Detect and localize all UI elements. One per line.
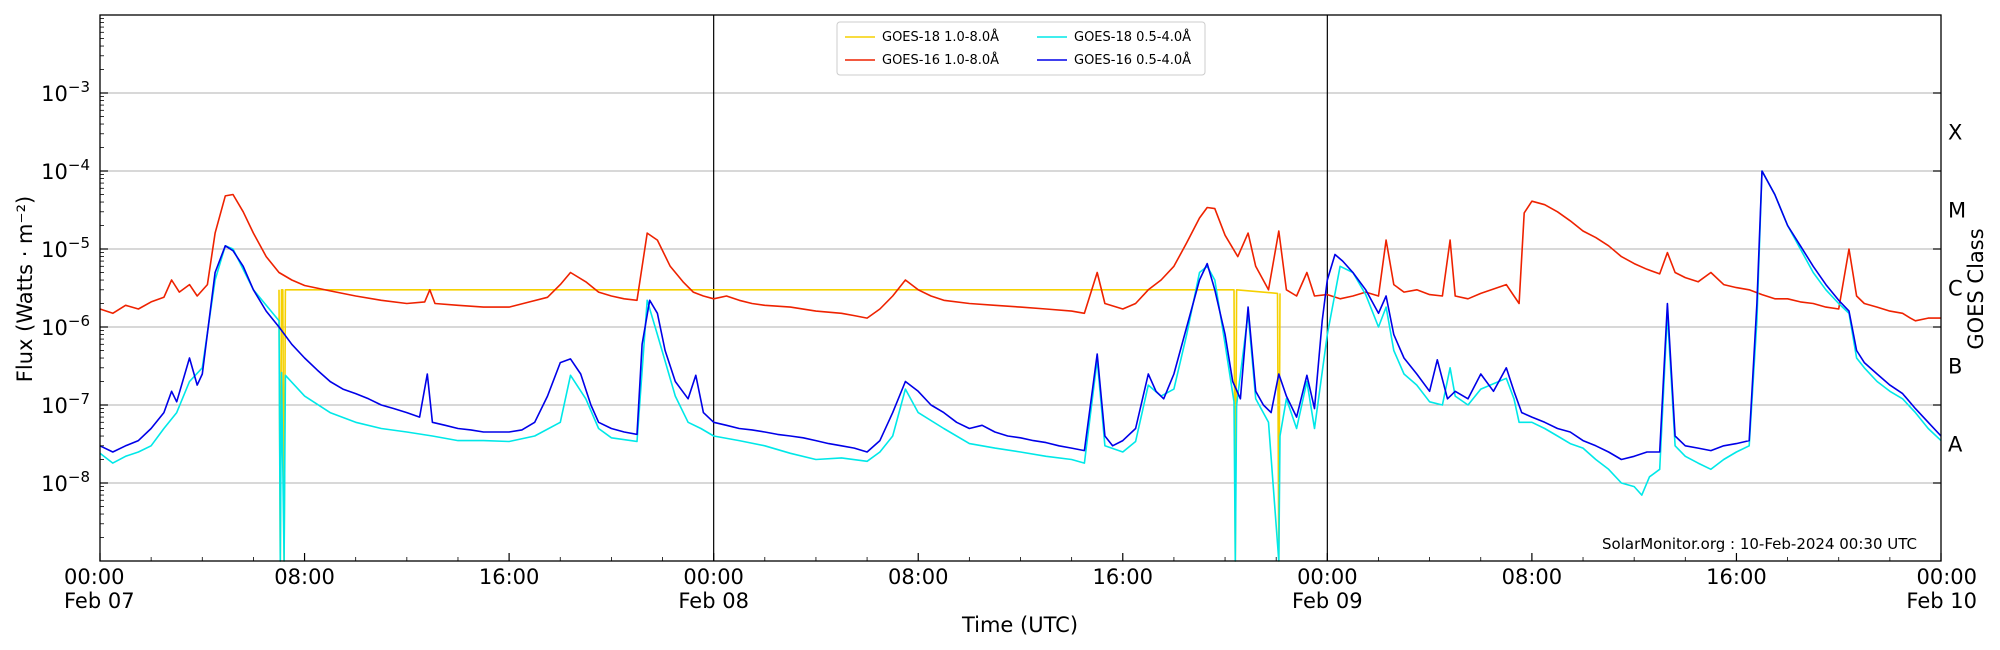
series-line-goes-18-1-0-8-0- <box>278 289 1281 562</box>
legend-label-goes18-short: GOES-18 0.5-4.0Å <box>1074 29 1191 45</box>
x-tick-label: 08:00 <box>888 565 949 589</box>
series-lines <box>99 170 1942 562</box>
y-axis-ticks: 10−8 10−7 10−6 10−5 10−4 10−3 <box>41 18 1941 538</box>
x-tick-label: 16:00 <box>1093 565 1154 589</box>
x-tick-label: 08:00 <box>274 565 335 589</box>
x-tick-label: 00:00 <box>683 565 744 589</box>
goes-class-label: X <box>1948 121 1962 145</box>
x-tick-date-label: Feb 07 <box>64 589 135 613</box>
x-tick-label: 16:00 <box>479 565 540 589</box>
x-tick-label: 00:00 <box>64 565 125 589</box>
y-tick-label: 10−4 <box>41 156 90 184</box>
x-tick-label: 16:00 <box>1706 565 1767 589</box>
goes-class-label: M <box>1948 199 1966 223</box>
day-boundaries <box>713 15 1328 561</box>
goes-class-label: A <box>1948 433 1963 457</box>
goes-class-label: B <box>1948 355 1962 379</box>
y-tick-label: 10−7 <box>41 390 90 418</box>
y-axis-title-text: Flux (Watts · m⁻²) <box>13 196 37 382</box>
goes-class-labels: A B C M X <box>1948 121 1966 457</box>
gridlines <box>100 92 1941 484</box>
credit-text: SolarMonitor.org : 10-Feb-2024 00:30 UTC <box>1602 535 1917 553</box>
series-line-goes-16-1-0-8-0- <box>99 193 1941 322</box>
y2-axis-title: GOES Class <box>1964 228 1988 349</box>
x-axis-title: Time (UTC) <box>961 613 1078 637</box>
legend-label-goes18-long: GOES-18 1.0-8.0Å <box>882 29 999 45</box>
x-tick-date-label: Feb 08 <box>678 589 749 613</box>
x-tick-date-label: Feb 10 <box>1906 589 1977 613</box>
x-tick-date-label: Feb 09 <box>1292 589 1363 613</box>
goes-class-label: C <box>1948 277 1963 301</box>
series-line-goes-16-0-5-4-0- <box>99 170 1942 461</box>
x-tick-label: 00:00 <box>1916 565 1977 589</box>
y-axis-title: Flux (Watts · m⁻²) <box>13 196 37 382</box>
legend-label-goes16-long: GOES-16 1.0-8.0Å <box>882 52 999 68</box>
y-tick-label: 10−6 <box>41 312 90 340</box>
legend-label-goes16-short: GOES-16 0.5-4.0Å <box>1074 52 1191 68</box>
legend: GOES-18 1.0-8.0Å GOES-16 1.0-8.0Å GOES-1… <box>836 21 1206 76</box>
legend-box <box>836 21 1206 76</box>
x-tick-label: 08:00 <box>1502 565 1563 589</box>
y-tick-label: 10−8 <box>41 468 90 496</box>
y-tick-label: 10−3 <box>41 78 90 106</box>
y-tick-label: 10−5 <box>41 234 90 262</box>
x-tick-label: 00:00 <box>1297 565 1358 589</box>
